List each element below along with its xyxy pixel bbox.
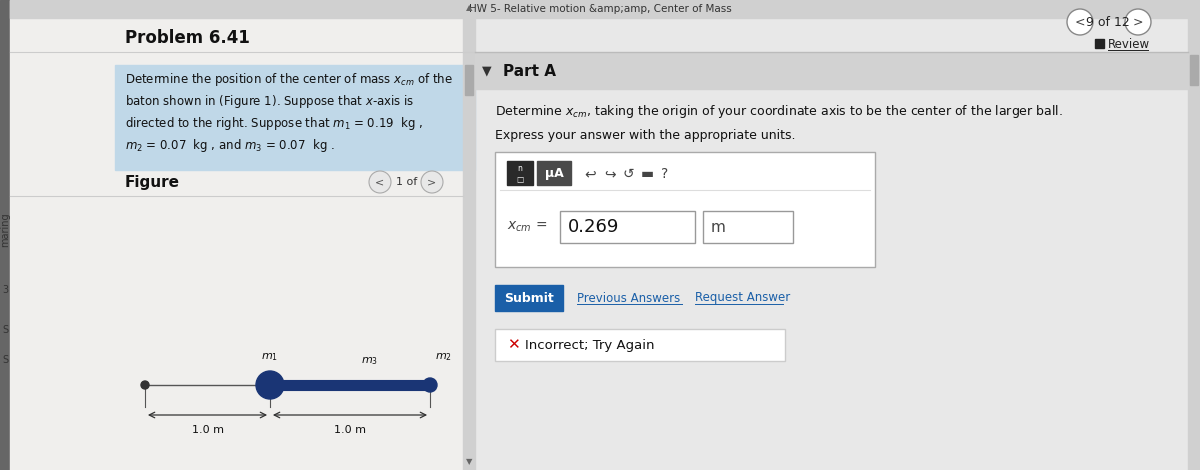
Text: Part A: Part A [503,63,556,78]
Circle shape [370,171,391,193]
Bar [1190,55,1198,85]
Bar [560,211,695,243]
Text: $m_3$: $m_3$ [361,355,378,367]
Text: baton shown in (Figure 1). Suppose that $x$-axis is: baton shown in (Figure 1). Suppose that … [125,93,414,110]
Bar [703,211,793,243]
Text: S: S [2,355,8,365]
Circle shape [421,171,443,193]
Bar [1096,39,1104,48]
Text: >: > [1133,16,1144,29]
Text: >: > [427,177,437,187]
Text: ▬: ▬ [641,167,654,181]
Bar [508,161,533,185]
Bar [496,329,785,361]
Text: <: < [1075,16,1085,29]
Bar [496,285,563,311]
Bar [1188,0,1200,470]
Bar [475,53,1188,89]
Text: Problem 6.41: Problem 6.41 [125,29,250,47]
Text: 1 of 1: 1 of 1 [396,177,427,187]
Bar [475,0,1200,470]
Text: 0.269: 0.269 [568,218,619,236]
Text: ▼: ▼ [466,457,473,467]
Text: <: < [376,177,385,187]
Text: $x_{cm}$ =: $x_{cm}$ = [508,220,547,234]
Circle shape [256,371,284,399]
Text: n
□: n □ [516,164,523,184]
Text: μA: μA [545,167,563,180]
Text: $m_2$ = 0.07  kg , and $m_3$ = 0.07  kg .: $m_2$ = 0.07 kg , and $m_3$ = 0.07 kg . [125,136,335,154]
Text: ?: ? [661,167,668,181]
Text: 1.0 m: 1.0 m [192,425,223,435]
Text: S: S [2,325,8,335]
Bar [466,65,473,95]
Text: $m_2$: $m_2$ [436,351,452,363]
Text: ✕: ✕ [508,337,520,352]
Circle shape [424,378,437,392]
Text: 3: 3 [2,285,8,295]
Text: ↺: ↺ [622,167,634,181]
Text: ▲: ▲ [466,3,473,13]
Text: Request Answer: Request Answer [695,291,791,305]
Text: Determine $x_{cm}$, taking the origin of your coordinate axis to be the center o: Determine $x_{cm}$, taking the origin of… [496,103,1063,120]
Bar [10,0,1200,18]
Bar [538,161,571,185]
Text: maring: maring [0,213,10,247]
Text: 9 of 12: 9 of 12 [1086,16,1130,29]
Circle shape [142,381,149,389]
Text: Express your answer with the appropriate units.: Express your answer with the appropriate… [496,128,796,141]
Bar [463,0,475,470]
Text: Submit: Submit [504,291,554,305]
Text: m: m [710,219,726,235]
Text: ↩: ↩ [584,167,596,181]
Circle shape [1067,9,1093,35]
Text: 1.0 m: 1.0 m [334,425,366,435]
Text: ▼: ▼ [482,64,492,78]
Bar [496,152,875,267]
Text: Figure: Figure [125,174,180,189]
Text: HW 5- Relative motion &amp;amp, Center of Mass: HW 5- Relative motion &amp;amp, Center o… [469,4,731,14]
Bar [10,0,475,470]
Text: ↪: ↪ [604,167,616,181]
Text: Determine the position of the center of mass $x_{cm}$ of the: Determine the position of the center of … [125,70,452,87]
Text: directed to the right. Suppose that $m_1$ = 0.19  kg ,: directed to the right. Suppose that $m_1… [125,115,424,132]
Text: Previous Answers: Previous Answers [577,291,680,305]
Text: Incorrect; Try Again: Incorrect; Try Again [526,338,654,352]
Circle shape [1126,9,1151,35]
Bar [115,65,475,170]
Text: Review: Review [1108,39,1150,52]
Text: $m_1$: $m_1$ [262,351,278,363]
Bar [0,0,10,470]
